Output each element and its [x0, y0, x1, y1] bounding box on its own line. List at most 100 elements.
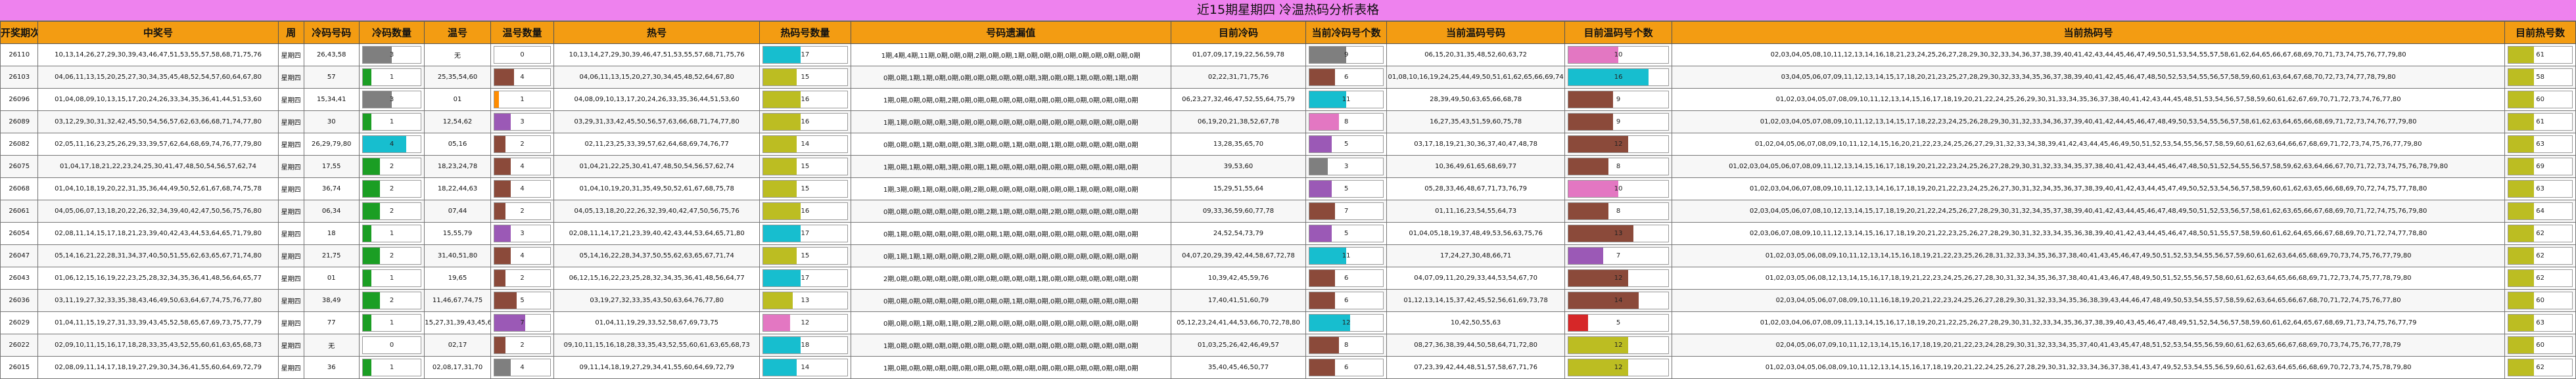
cell-warm-numbers[interactable]: 31,40,51,80	[424, 244, 491, 267]
cell-weekday[interactable]: 星期四	[277, 222, 304, 245]
cell-current-hot-count[interactable]: 63	[2504, 133, 2576, 156]
cell-cold-numbers[interactable]: 36	[303, 356, 360, 379]
cell-weekday[interactable]: 星期四	[277, 334, 304, 357]
cell-current-hot[interactable]: 01,02,03,04,05,06,07,08,09,11,12,13,14,1…	[1672, 155, 2506, 178]
cell-hot-count[interactable]: 15	[759, 244, 851, 267]
cell-period[interactable]: 26075	[0, 155, 39, 178]
cell-cold-count[interactable]: 1	[358, 311, 425, 334]
cell-current-warm-count[interactable]: 10	[1564, 177, 1673, 200]
cell-current-warm-count[interactable]: 5	[1564, 311, 1673, 334]
cell-warm-numbers[interactable]: 无	[424, 43, 491, 66]
table-row[interactable]: 26054 02,08,11,14,15,17,18,21,23,39,40,42…	[0, 222, 2576, 245]
cell-period[interactable]: 26068	[0, 177, 39, 200]
cell-hot-numbers[interactable]: 02,08,11,14,17,21,23,39,40,42,43,44,53,6…	[553, 222, 761, 245]
cell-period[interactable]: 26022	[0, 334, 39, 357]
table-row[interactable]: 26043 01,06,12,15,16,19,22,23,25,28,32,34…	[0, 267, 2576, 290]
cell-current-hot-count[interactable]: 58	[2504, 66, 2576, 89]
cell-current-cold[interactable]: 15,29,51,55,64	[1170, 177, 1307, 200]
cell-cold-numbers[interactable]: 30	[303, 110, 360, 133]
cell-weekday[interactable]: 星期四	[277, 244, 304, 267]
cell-winning-numbers[interactable]: 02,08,11,14,15,17,18,21,23,39,40,42,43,4…	[37, 222, 279, 245]
cell-hot-count[interactable]: 17	[759, 43, 851, 66]
table-row[interactable]: 26096 01,04,08,09,10,13,15,17,20,24,26,33…	[0, 88, 2576, 111]
cell-cold-count[interactable]: 0	[358, 334, 425, 357]
cell-hot-numbers[interactable]: 01,04,11,19,29,33,52,58,67,69,73,75	[553, 311, 761, 334]
cell-period[interactable]: 26054	[0, 222, 39, 245]
cell-current-hot[interactable]: 02,03,04,05,06,07,08,09,10,11,16,18,19,2…	[1672, 289, 2506, 312]
cell-current-warm-count[interactable]: 9	[1564, 110, 1673, 133]
cell-omission[interactable]: 0期,1期,0期,0期,0期,0期,0期,0期,0期,1期,0期,0期,0期,0…	[850, 222, 1171, 245]
cell-omission[interactable]: 1期,4期,4期,11期,0期,0期,0期,2期,0期,0期,1期,0期,0期,…	[850, 43, 1171, 66]
cell-current-hot-count[interactable]: 63	[2504, 177, 2576, 200]
cell-current-warm[interactable]: 07,23,39,42,44,48,51,57,58,67,71,76	[1386, 356, 1566, 379]
header-hot-numbers[interactable]: 热号	[553, 21, 761, 44]
cell-warm-numbers[interactable]: 18,22,44,63	[424, 177, 491, 200]
cell-winning-numbers[interactable]: 03,11,19,27,32,33,35,38,43,46,49,50,63,6…	[37, 289, 279, 312]
cell-current-hot-count[interactable]: 60	[2504, 289, 2576, 312]
cell-warm-count[interactable]: 4	[490, 244, 555, 267]
cell-current-cold-count[interactable]: 6	[1305, 289, 1388, 312]
cell-current-hot-count[interactable]: 62	[2504, 244, 2576, 267]
cell-omission[interactable]: 0期,0期,0期,0期,0期,0期,0期,0期,2期,1期,0期,0期,0期,2…	[850, 200, 1171, 223]
cell-hot-numbers[interactable]: 10,13,14,27,29,30,39,46,47,51,53,55,57,6…	[553, 43, 761, 66]
header-warm-count[interactable]: 温号数量	[490, 21, 555, 44]
table-row[interactable]: 26036 03,11,19,27,32,33,35,38,43,46,49,50…	[0, 289, 2576, 312]
cell-warm-numbers[interactable]: 05,16	[424, 133, 491, 156]
cell-current-hot[interactable]: 01,02,03,04,05,07,08,09,10,11,12,13,14,1…	[1672, 110, 2506, 133]
cell-hot-numbers[interactable]: 06,12,15,16,22,23,25,28,32,34,35,36,41,4…	[553, 267, 761, 290]
cell-current-hot-count[interactable]: 62	[2504, 222, 2576, 245]
table-row[interactable]: 26061 04,05,06,07,13,18,20,22,26,32,34,39…	[0, 200, 2576, 223]
cell-current-cold[interactable]: 06,23,27,32,46,47,52,55,64,75,79	[1170, 88, 1307, 111]
table-row[interactable]: 26047 05,14,16,21,22,28,31,34,37,40,50,51…	[0, 244, 2576, 267]
cell-weekday[interactable]: 星期四	[277, 356, 304, 379]
cell-winning-numbers[interactable]: 02,09,10,11,15,16,17,18,28,33,35,43,52,5…	[37, 334, 279, 357]
cell-cold-numbers[interactable]: 01	[303, 267, 360, 290]
cell-warm-count[interactable]: 4	[490, 356, 555, 379]
cell-current-warm-count[interactable]: 7	[1564, 244, 1673, 267]
cell-omission[interactable]: 1期,0期,0期,0期,0期,0期,0期,0期,0期,0期,0期,0期,0期,0…	[850, 356, 1171, 379]
cell-current-warm[interactable]: 28,39,49,50,63,65,66,68,78	[1386, 88, 1566, 111]
cell-period[interactable]: 26089	[0, 110, 39, 133]
cell-current-warm[interactable]: 01,08,10,16,19,24,25,44,49,50,51,61,62,6…	[1386, 66, 1566, 89]
cell-current-hot-count[interactable]: 62	[2504, 267, 2576, 290]
cell-cold-numbers[interactable]: 57	[303, 66, 360, 89]
table-row[interactable]: 26110 10,13,14,26,27,29,30,39,43,46,47,51…	[0, 43, 2576, 66]
cell-hot-numbers[interactable]: 05,14,16,22,28,34,37,50,55,62,63,65,67,7…	[553, 244, 761, 267]
cell-cold-numbers[interactable]: 18	[303, 222, 360, 245]
cell-current-warm-count[interactable]: 12	[1564, 267, 1673, 290]
cell-period[interactable]: 26015	[0, 356, 39, 379]
cell-cold-count[interactable]: 2	[358, 244, 425, 267]
cell-warm-numbers[interactable]: 25,35,54,60	[424, 66, 491, 89]
table-row[interactable]: 26103 04,06,11,13,15,20,25,27,30,34,35,45…	[0, 66, 2576, 89]
header-warm-numbers[interactable]: 温号	[424, 21, 491, 44]
cell-current-cold-count[interactable]: 11	[1305, 244, 1388, 267]
cell-hot-count[interactable]: 13	[759, 289, 851, 312]
cell-omission[interactable]: 0期,0期,0期,1期,0期,1期,0期,2期,0期,0期,0期,0期,0期,0…	[850, 311, 1171, 334]
cell-current-warm-count[interactable]: 16	[1564, 66, 1673, 89]
cell-current-cold-count[interactable]: 8	[1305, 334, 1388, 357]
cell-current-warm-count[interactable]: 14	[1564, 289, 1673, 312]
cell-period[interactable]: 26036	[0, 289, 39, 312]
header-current-warm[interactable]: 当前温码号码	[1386, 21, 1566, 44]
cell-warm-count[interactable]: 2	[490, 334, 555, 357]
cell-current-hot-count[interactable]: 62	[2504, 356, 2576, 379]
cell-current-cold-count[interactable]: 6	[1305, 66, 1388, 89]
cell-cold-count[interactable]: 2	[358, 200, 425, 223]
cell-hot-numbers[interactable]: 01,04,21,22,25,30,41,47,48,50,54,56,57,6…	[553, 155, 761, 178]
cell-current-hot-count[interactable]: 61	[2504, 43, 2576, 66]
cell-cold-count[interactable]: 1	[358, 267, 425, 290]
cell-cold-numbers[interactable]: 06,34	[303, 200, 360, 223]
cell-current-cold[interactable]: 04,07,20,29,39,42,44,58,67,72,78	[1170, 244, 1307, 267]
table-row[interactable]: 26015 02,08,09,11,14,17,18,19,27,29,30,34…	[0, 356, 2576, 379]
cell-current-hot[interactable]: 02,04,05,06,07,09,10,11,12,13,14,15,16,1…	[1672, 334, 2506, 357]
cell-current-cold[interactable]: 17,40,41,51,60,79	[1170, 289, 1307, 312]
cell-winning-numbers[interactable]: 10,13,14,26,27,29,30,39,43,46,47,51,53,5…	[37, 43, 279, 66]
cell-current-warm[interactable]: 17,24,27,30,48,66,71	[1386, 244, 1566, 267]
cell-current-cold[interactable]: 01,07,09,17,19,22,56,59,78	[1170, 43, 1307, 66]
cell-current-hot-count[interactable]: 60	[2504, 334, 2576, 357]
cell-current-warm[interactable]: 10,36,49,61,65,68,69,77	[1386, 155, 1566, 178]
cell-hot-numbers[interactable]: 09,11,14,18,19,27,29,34,41,55,60,64,69,7…	[553, 356, 761, 379]
cell-omission[interactable]: 2期,0期,0期,0期,0期,0期,0期,0期,0期,0期,0期,0期,1期,0…	[850, 267, 1171, 290]
cell-cold-numbers[interactable]: 15,34,41	[303, 88, 360, 111]
cell-warm-numbers[interactable]: 15,27,31,39,43,45,65	[424, 311, 491, 334]
